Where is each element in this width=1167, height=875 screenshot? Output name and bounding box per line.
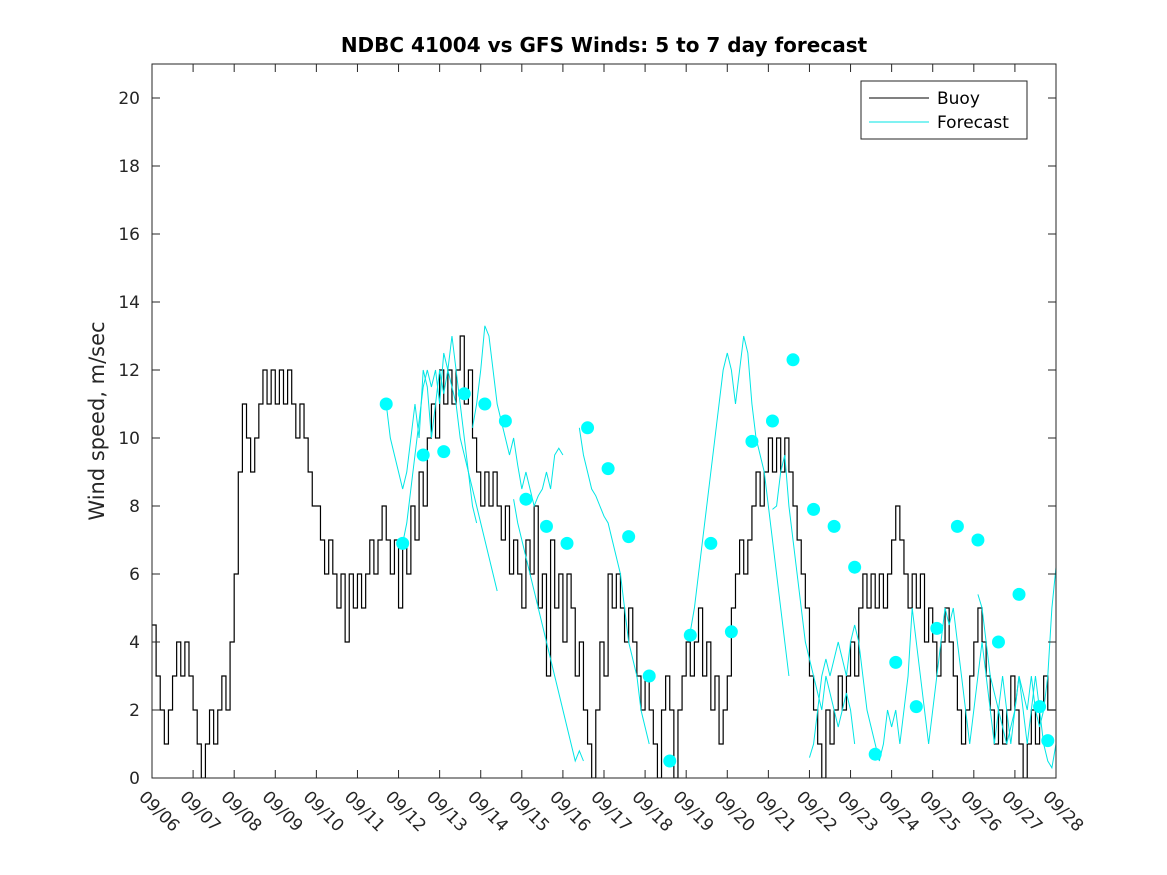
forecast-marker bbox=[663, 754, 677, 768]
y-tick-label: 10 bbox=[118, 429, 140, 449]
forecast-marker bbox=[1041, 734, 1055, 748]
forecast-marker bbox=[396, 536, 410, 550]
legend-label-buoy: Buoy bbox=[937, 89, 980, 109]
forecast-marker bbox=[519, 492, 533, 506]
y-tick-label: 2 bbox=[129, 701, 140, 721]
forecast-marker bbox=[765, 414, 779, 428]
forecast-marker bbox=[971, 533, 985, 547]
forecast-marker bbox=[745, 434, 759, 448]
y-tick-label: 4 bbox=[129, 633, 140, 653]
y-axis-label: Wind speed, m/sec bbox=[85, 321, 109, 520]
forecast-marker bbox=[478, 397, 492, 411]
forecast-marker bbox=[868, 747, 882, 761]
forecast-marker bbox=[950, 519, 964, 533]
forecast-marker bbox=[1012, 587, 1026, 601]
forecast-series-line bbox=[689, 335, 790, 677]
forecast-marker bbox=[498, 414, 512, 428]
forecast-marker bbox=[909, 700, 923, 714]
forecast-marker bbox=[827, 519, 841, 533]
forecast-series-line bbox=[772, 454, 856, 745]
forecast-series-line bbox=[578, 427, 650, 745]
forecast-marker bbox=[1033, 700, 1047, 714]
forecast-series-line bbox=[513, 499, 584, 763]
forecast-marker bbox=[991, 635, 1005, 649]
y-tick-label: 20 bbox=[118, 89, 140, 109]
forecast-series-line bbox=[472, 325, 564, 508]
forecast-marker bbox=[683, 628, 697, 642]
forecast-marker bbox=[807, 502, 821, 516]
forecast-marker bbox=[724, 625, 738, 639]
forecast-marker bbox=[642, 669, 656, 683]
buoy-series-line bbox=[152, 335, 1056, 778]
legend-label-forecast: Forecast bbox=[937, 113, 1009, 133]
legend-box bbox=[860, 80, 1028, 140]
forecast-series-line bbox=[402, 352, 498, 592]
chart-title: NDBC 41004 vs GFS Winds: 5 to 7 day fore… bbox=[341, 33, 868, 57]
y-tick-label: 16 bbox=[118, 225, 140, 245]
forecast-marker bbox=[622, 530, 636, 544]
forecast-marker bbox=[786, 353, 800, 367]
forecast-marker bbox=[889, 655, 903, 669]
forecast-series-line bbox=[385, 335, 478, 524]
forecast-marker bbox=[848, 560, 862, 574]
forecast-marker bbox=[560, 536, 574, 550]
forecast-marker bbox=[704, 536, 718, 550]
forecast-marker bbox=[437, 445, 451, 459]
forecast-marker bbox=[379, 397, 393, 411]
forecast-marker bbox=[581, 421, 595, 435]
forecast-marker bbox=[416, 448, 430, 462]
forecast-marker bbox=[539, 519, 553, 533]
forecast-marker bbox=[457, 387, 471, 401]
forecast-series-line bbox=[977, 567, 1056, 745]
chart-marks bbox=[152, 325, 1056, 778]
forecast-marker bbox=[930, 621, 944, 635]
forecast-marker bbox=[601, 462, 615, 476]
y-tick-label: 14 bbox=[118, 293, 140, 313]
legend: Buoy Forecast bbox=[860, 80, 1028, 140]
y-tick-label: 0 bbox=[129, 769, 140, 789]
y-tick-label: 18 bbox=[118, 157, 140, 177]
y-tick-label: 12 bbox=[118, 361, 140, 381]
y-tick-label: 8 bbox=[129, 497, 140, 517]
y-tick-label: 6 bbox=[129, 565, 140, 585]
